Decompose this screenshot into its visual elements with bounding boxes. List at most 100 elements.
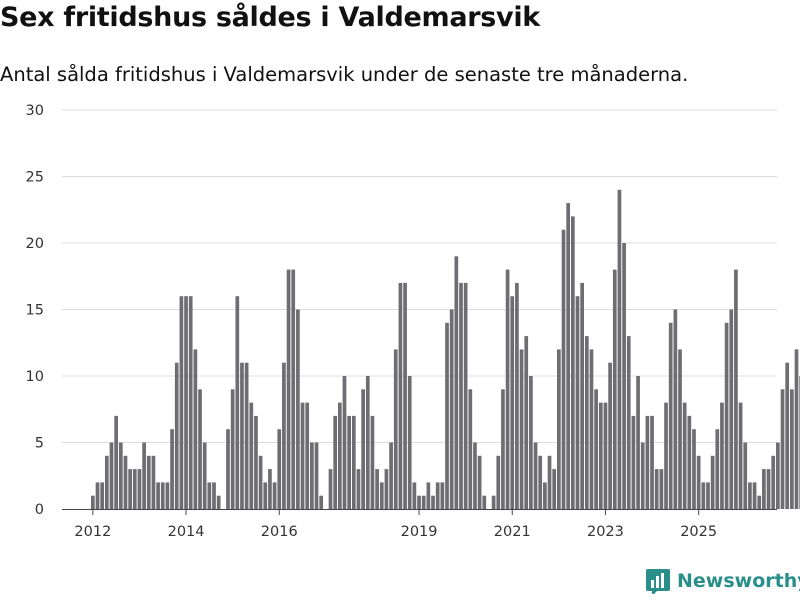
bar bbox=[184, 296, 188, 509]
bar bbox=[407, 376, 412, 509]
bar bbox=[510, 296, 515, 509]
bar bbox=[426, 482, 431, 509]
bar bbox=[636, 376, 640, 509]
bar bbox=[729, 309, 734, 509]
bar bbox=[282, 362, 286, 509]
bar bbox=[608, 362, 612, 509]
bar bbox=[146, 455, 151, 509]
bar bbox=[612, 269, 617, 509]
bar bbox=[286, 269, 291, 509]
bar bbox=[790, 389, 794, 509]
bar bbox=[384, 469, 389, 509]
bar bbox=[696, 455, 701, 509]
bar bbox=[561, 229, 566, 509]
bar bbox=[762, 469, 766, 509]
bar bbox=[230, 389, 235, 509]
bar bbox=[664, 402, 668, 509]
bar bbox=[794, 349, 799, 509]
bar bbox=[449, 309, 454, 509]
y-tick-label: 15 bbox=[26, 303, 44, 319]
bar bbox=[533, 442, 538, 509]
bar bbox=[128, 469, 132, 509]
bar bbox=[738, 402, 743, 509]
bar bbox=[482, 495, 487, 509]
bar bbox=[254, 415, 258, 509]
bar bbox=[165, 482, 170, 509]
bar bbox=[468, 389, 473, 509]
bar bbox=[724, 322, 729, 509]
bar bbox=[179, 296, 184, 509]
newsworthy-icon bbox=[646, 569, 670, 594]
bar bbox=[421, 495, 426, 509]
bar bbox=[496, 455, 501, 509]
bar bbox=[575, 296, 580, 509]
bar bbox=[552, 469, 557, 509]
bar bbox=[431, 495, 435, 509]
bar bbox=[766, 469, 771, 509]
bar bbox=[654, 469, 659, 509]
bar bbox=[174, 362, 179, 509]
gridlines bbox=[62, 109, 777, 443]
bar bbox=[156, 482, 160, 509]
bar bbox=[598, 402, 603, 509]
bar bbox=[678, 349, 682, 509]
bar bbox=[594, 389, 598, 509]
bar bbox=[701, 482, 706, 509]
bar bbox=[780, 389, 785, 509]
bar bbox=[272, 482, 277, 509]
bar bbox=[193, 349, 198, 509]
bar bbox=[212, 482, 216, 509]
y-tick-label: 5 bbox=[35, 436, 44, 452]
bar bbox=[370, 415, 375, 509]
bar bbox=[706, 482, 710, 509]
bar bbox=[142, 442, 146, 509]
bar bbox=[491, 495, 496, 509]
bar bbox=[337, 402, 342, 509]
y-tick-label: 20 bbox=[26, 236, 44, 252]
x-tick-label: 2025 bbox=[680, 524, 717, 540]
bar bbox=[524, 336, 529, 509]
bar bbox=[198, 389, 202, 509]
bar bbox=[216, 495, 221, 509]
y-axis-ticks: 0 5 10 15 20 25 30 bbox=[26, 103, 44, 518]
bar bbox=[715, 429, 720, 509]
bar bbox=[617, 189, 622, 510]
bar bbox=[151, 455, 156, 509]
bar bbox=[305, 402, 310, 509]
bar bbox=[393, 349, 398, 509]
bar bbox=[104, 455, 109, 509]
bar bbox=[240, 362, 244, 509]
bar bbox=[580, 282, 584, 509]
bar bbox=[743, 442, 748, 509]
bar bbox=[235, 296, 240, 509]
bars bbox=[91, 189, 800, 510]
bar bbox=[659, 469, 664, 509]
bar bbox=[123, 455, 128, 509]
bar bbox=[692, 429, 696, 509]
bar bbox=[342, 376, 347, 509]
bar bbox=[463, 282, 468, 509]
bar bbox=[296, 309, 300, 509]
bar bbox=[687, 415, 692, 509]
bar bbox=[160, 482, 165, 509]
bar bbox=[319, 495, 324, 509]
bar bbox=[389, 442, 393, 509]
chart-title: Sex fritidshus såldes i Valdemarsvik bbox=[0, 2, 540, 33]
bar bbox=[682, 402, 687, 509]
bar bbox=[398, 282, 403, 509]
bar bbox=[375, 469, 379, 509]
bar bbox=[328, 469, 333, 509]
bar bbox=[412, 482, 417, 509]
bar bbox=[361, 389, 365, 509]
bar bbox=[258, 455, 263, 509]
bar bbox=[244, 362, 249, 509]
bar bbox=[95, 482, 100, 509]
bar bbox=[347, 415, 351, 509]
x-tick-label: 2021 bbox=[494, 524, 531, 540]
y-tick-label: 30 bbox=[26, 103, 44, 119]
bar bbox=[314, 442, 319, 509]
bar bbox=[776, 442, 780, 509]
bar bbox=[356, 469, 361, 509]
x-tick-label: 2019 bbox=[401, 524, 438, 540]
